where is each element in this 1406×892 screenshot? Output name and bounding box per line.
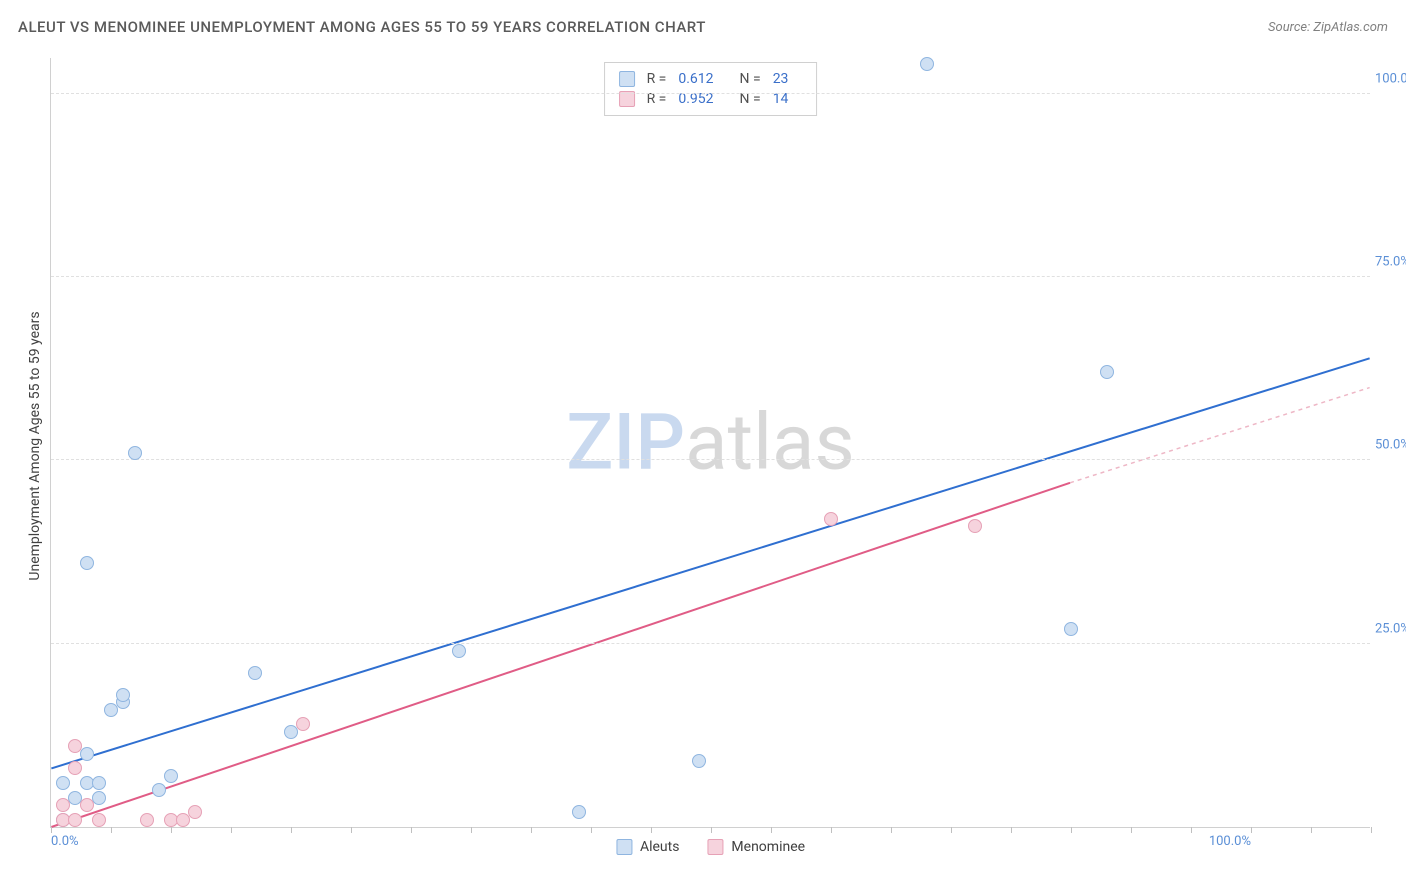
x-tick [231,827,232,833]
legend-item: Menominee [707,839,805,855]
data-point [164,769,178,783]
gridline [51,459,1370,460]
data-point [68,739,82,753]
x-tick [1131,827,1132,833]
x-tick [1071,827,1072,833]
data-point [80,556,94,570]
data-point [248,666,262,680]
data-point [68,813,82,827]
x-tick [771,827,772,833]
chart-title: ALEUT VS MENOMINEE UNEMPLOYMENT AMONG AG… [18,18,706,36]
data-point [92,813,106,827]
x-tick [471,827,472,833]
y-tick-label: 50.0% [1375,438,1406,453]
legend-n-value: 23 [773,71,789,87]
legend-swatch [619,71,635,87]
legend-series-name: Aleuts [640,839,679,855]
series-legend: Aleuts Menominee [616,839,805,855]
scatter-plot: ZIPatlas R =0.612N =23R =0.952N =14 Aleu… [50,58,1370,828]
x-tick [291,827,292,833]
gridline [51,276,1370,277]
source-attribution: Source: ZipAtlas.com [1268,20,1388,35]
y-tick-label: 25.0% [1375,621,1406,636]
legend-series-name: Menominee [731,839,805,855]
x-tick [411,827,412,833]
y-tick-label: 75.0% [1375,255,1406,270]
data-point [92,791,106,805]
data-point [140,813,154,827]
legend-r-label: R = [647,71,667,87]
data-point [968,519,982,533]
y-tick-label: 100.0% [1375,71,1406,86]
legend-n-label: N = [740,71,761,87]
x-tick [1251,827,1252,833]
correlation-legend: R =0.612N =23R =0.952N =14 [604,62,818,116]
data-point [296,717,310,731]
data-point [128,446,142,460]
x-tick [351,827,352,833]
legend-r-value: 0.612 [678,71,713,87]
x-tick [951,827,952,833]
data-point [824,512,838,526]
x-tick [651,827,652,833]
legend-row: R = 0.612 N = 23 [619,69,803,89]
x-tick [1371,827,1372,833]
legend-swatch [707,839,723,855]
x-tick [711,827,712,833]
x-tick-label: 0.0% [51,834,79,849]
data-point [68,761,82,775]
gridline [51,93,1370,94]
data-point [452,644,466,658]
data-point [116,688,130,702]
legend-swatch [616,839,632,855]
gridline [51,643,1370,644]
trend-lines [51,58,1370,827]
x-tick [891,827,892,833]
data-point [692,754,706,768]
x-tick-label: 100.0% [1209,834,1251,849]
data-point [1100,365,1114,379]
y-axis-label: Unemployment Among Ages 55 to 59 years [27,311,43,580]
x-tick [531,827,532,833]
legend-item: Aleuts [616,839,679,855]
data-point [56,798,70,812]
data-point [56,776,70,790]
x-tick [51,827,52,833]
data-point [1064,622,1078,636]
x-tick [171,827,172,833]
x-tick [1191,827,1192,833]
x-tick [1011,827,1012,833]
data-point [572,805,586,819]
data-point [188,805,202,819]
x-tick [591,827,592,833]
x-tick [1311,827,1312,833]
data-point [92,776,106,790]
data-point [80,798,94,812]
data-point [920,57,934,71]
x-tick [831,827,832,833]
data-point [152,783,166,797]
data-point [80,747,94,761]
x-tick [111,827,112,833]
